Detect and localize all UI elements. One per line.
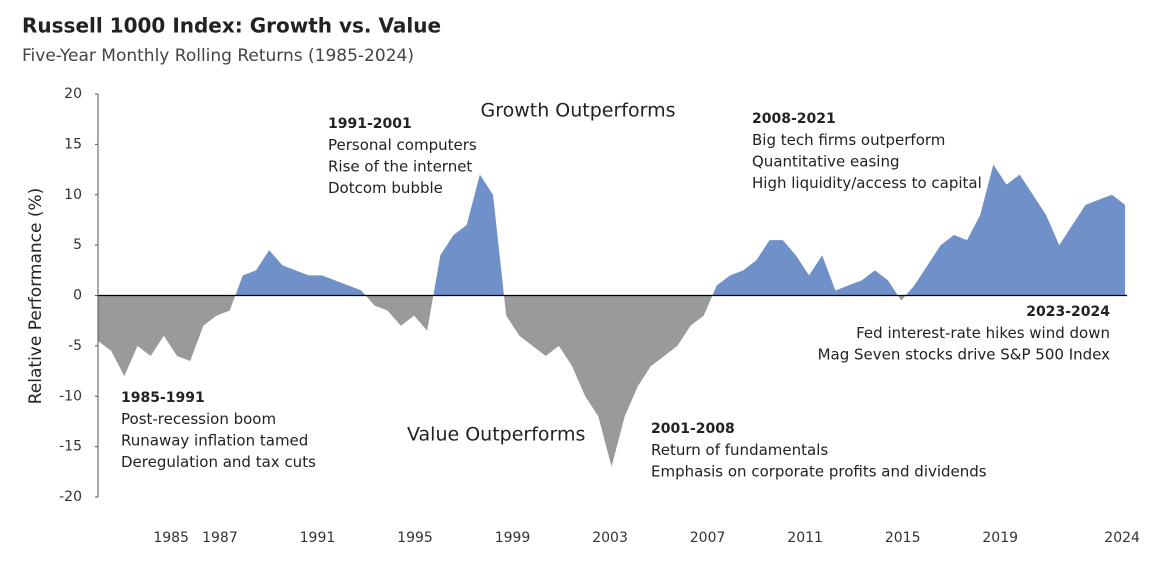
y-tick-label: -10 — [59, 388, 82, 404]
chart-title: Russell 1000 Index: Growth vs. Value — [22, 14, 441, 38]
annotation-line: Rise of the internet — [328, 158, 472, 176]
y-tick-label: -5 — [68, 338, 82, 354]
annotation-line: Deregulation and tax cuts — [121, 453, 316, 471]
x-tick-label: 2003 — [592, 530, 628, 546]
region-label: Growth Outperforms — [480, 100, 675, 122]
y-tick-label: 15 — [64, 136, 82, 152]
y-tick-label: 5 — [73, 237, 82, 253]
annotation-line: Fed interest-rate hikes wind down — [856, 324, 1110, 342]
x-tick-label: 2007 — [690, 530, 726, 546]
annotation-line: Mag Seven stocks drive S&P 500 Index — [818, 346, 1111, 364]
x-tick-label: 1995 — [397, 530, 433, 546]
annotation-line: Emphasis on corporate profits and divide… — [651, 463, 987, 481]
y-tick-label: 0 — [73, 288, 82, 304]
annotation-title: 2001-2008 — [651, 421, 735, 437]
y-tick-label: -20 — [59, 489, 82, 505]
annotation-title: 1991-2001 — [328, 116, 412, 132]
y-tick-label: -15 — [59, 439, 82, 455]
annotation-line: Runaway inflation tamed — [121, 432, 308, 450]
annotation-line: Dotcom bubble — [328, 179, 443, 197]
region-label: Value Outperforms — [407, 424, 585, 446]
annotation-line: Personal computers — [328, 136, 477, 154]
x-tick-label: 2011 — [787, 530, 823, 546]
y-tick-label: 10 — [64, 187, 82, 203]
annotation-title: 2008-2021 — [752, 111, 836, 127]
x-tick-label: 2019 — [982, 530, 1018, 546]
y-tick-label: 20 — [64, 86, 82, 102]
area-positive — [98, 164, 1126, 296]
chart-subtitle: Five-Year Monthly Rolling Returns (1985-… — [22, 46, 414, 66]
x-tick-label: 1999 — [495, 530, 531, 546]
annotation-line: Return of fundamentals — [651, 441, 828, 459]
area-negative — [98, 295, 1126, 467]
x-tick-label: 1985 — [153, 530, 189, 546]
annotation-line: High liquidity/access to capital — [752, 174, 982, 192]
annotation-line: Big tech firms outperform — [752, 131, 945, 149]
x-tick-label: 2015 — [885, 530, 921, 546]
annotation-title: 2023-2024 — [1026, 304, 1110, 320]
x-tick-label: 1987 — [202, 530, 238, 546]
x-tick-label: 1991 — [300, 530, 336, 546]
annotation-title: 1985-1991 — [121, 390, 205, 406]
annotation-line: Post-recession boom — [121, 410, 276, 428]
annotation-line: Quantitative easing — [752, 153, 900, 171]
x-tick-label: 2024 — [1104, 530, 1140, 546]
y-axis-label: Relative Performance (%) — [26, 188, 46, 405]
